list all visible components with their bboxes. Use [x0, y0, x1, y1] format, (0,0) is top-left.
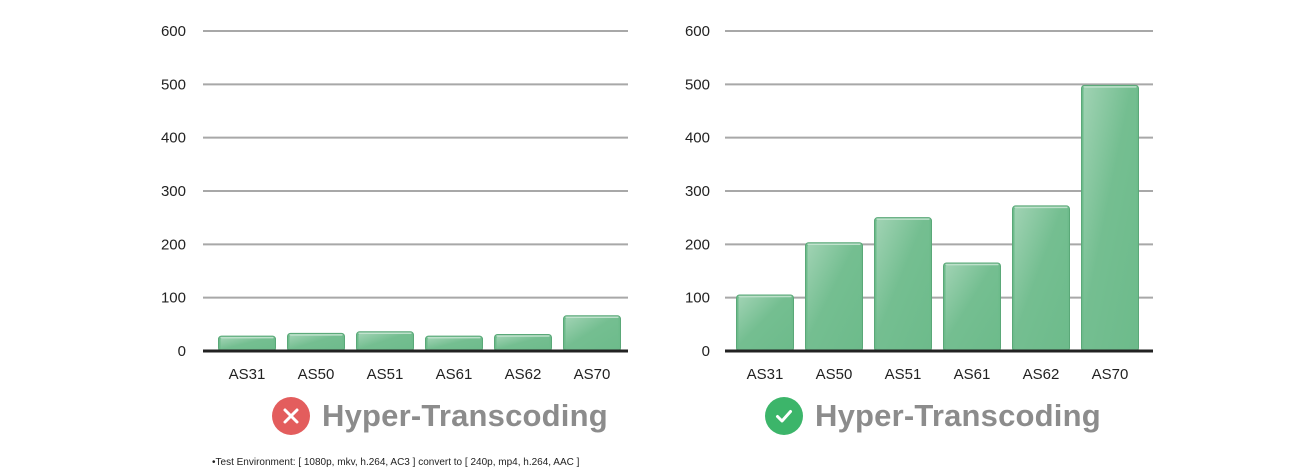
- bar-highlight: [1083, 87, 1137, 352]
- y-tick-label: 500: [685, 76, 710, 93]
- x-tick-label: AS51: [885, 366, 922, 383]
- bar-highlight: [807, 244, 861, 351]
- y-tick-label: 400: [161, 130, 186, 147]
- y-tick-label: 600: [161, 23, 186, 40]
- bar-highlight: [876, 219, 930, 351]
- chart-without-hyper-transcoding: 0 100 200 300 400 500 600 AS31 AS50 AS51 AS61 AS62 A…: [161, 23, 628, 383]
- y-tick-label: 300: [161, 183, 186, 200]
- y-tick-label: 100: [161, 290, 186, 307]
- x-tick-label: AS70: [1092, 366, 1129, 383]
- y-tick-label: 0: [178, 343, 186, 360]
- bar-highlight: [427, 338, 481, 351]
- bar-highlight: [945, 265, 999, 351]
- left-caption: Hyper-Transcoding: [272, 397, 608, 435]
- bar-highlight: [289, 335, 343, 351]
- bar-highlight: [1014, 207, 1068, 351]
- y-tick-label: 0: [702, 343, 710, 360]
- x-tick-label: AS62: [505, 366, 542, 383]
- x-tick-label: AS51: [367, 366, 404, 383]
- bar-highlight: [220, 338, 274, 351]
- x-tick-label: AS50: [298, 366, 335, 383]
- x-tick-label: AS61: [436, 366, 473, 383]
- bar-highlight: [565, 317, 619, 351]
- x-tick-label: AS70: [574, 366, 611, 383]
- bar-highlight: [496, 336, 550, 351]
- x-tick-label: AS50: [816, 366, 853, 383]
- right-caption-label: Hyper-Transcoding: [815, 398, 1101, 433]
- bar-highlight: [358, 333, 412, 351]
- y-tick-label: 500: [161, 76, 186, 93]
- y-tick-label: 600: [685, 23, 710, 40]
- y-tick-label: 300: [685, 183, 710, 200]
- y-tick-label: 400: [685, 130, 710, 147]
- check-icon: [765, 397, 803, 435]
- test-environment-footnote: •Test Environment: [ 1080p, mkv, h.264, …: [212, 457, 580, 468]
- chart-with-hyper-transcoding: 0 100 200 300 400 500 600 AS31 AS50 AS51 AS61 AS62 A…: [685, 23, 1153, 383]
- y-tick-label: 200: [685, 236, 710, 253]
- cross-icon: [272, 397, 310, 435]
- bar-highlight: [738, 297, 792, 351]
- y-tick-label: 200: [161, 236, 186, 253]
- x-tick-label: AS61: [954, 366, 991, 383]
- x-tick-label: AS31: [747, 366, 784, 383]
- y-tick-label: 100: [685, 290, 710, 307]
- x-tick-label: AS62: [1023, 366, 1060, 383]
- right-caption: Hyper-Transcoding: [765, 397, 1101, 435]
- left-caption-label: Hyper-Transcoding: [322, 398, 608, 433]
- x-tick-label: AS31: [229, 366, 266, 383]
